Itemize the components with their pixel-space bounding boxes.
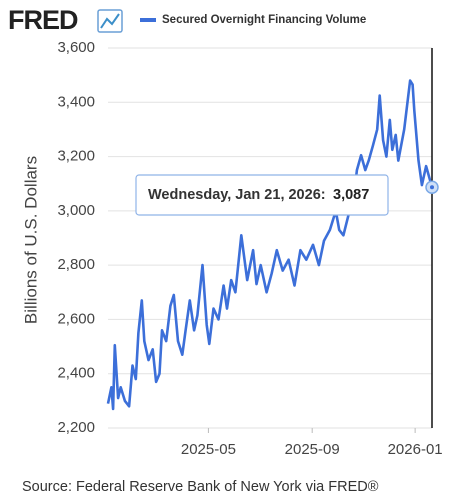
logo[interactable]: FRED (8, 5, 123, 35)
y-tick-label: 2,200 (57, 419, 95, 436)
x-tick-label: 2025-05 (181, 441, 236, 458)
tooltip-value: 3,087 (333, 187, 369, 203)
logo-icon-line (100, 13, 120, 29)
y-tick-label: 3,200 (57, 148, 95, 165)
y-tick-label: 2,600 (57, 310, 95, 327)
y-axis-title: Billions of U.S. Dollars (21, 156, 40, 324)
tooltip-date: Wednesday, Jan 21, 2026: (148, 187, 326, 203)
tooltip: Wednesday, Jan 21, 2026: 3,087 (135, 174, 389, 216)
logo-text: FRED (8, 5, 78, 35)
legend-label: Secured Overnight Financing Volume (162, 14, 366, 26)
y-tick-label: 3,400 (57, 93, 95, 110)
source: Source: Federal Reserve Bank of New York… (22, 479, 379, 495)
y-tick-label: 3,000 (57, 202, 95, 219)
tooltip-box (135, 174, 389, 216)
y-tick-label: 2,800 (57, 256, 95, 273)
y-tick-label: 2,400 (57, 365, 95, 382)
hover-marker-dot (430, 185, 434, 190)
x-tick-label: 2025-09 (285, 441, 340, 458)
series-line (106, 79, 434, 411)
plot-area: 2,200 2,400 2,600 2,800 3,000 3,200 3,400 3,600… (57, 39, 442, 458)
y-tick-label: 3,600 (57, 39, 95, 56)
x-tick-label: 2026-01 (388, 441, 443, 458)
